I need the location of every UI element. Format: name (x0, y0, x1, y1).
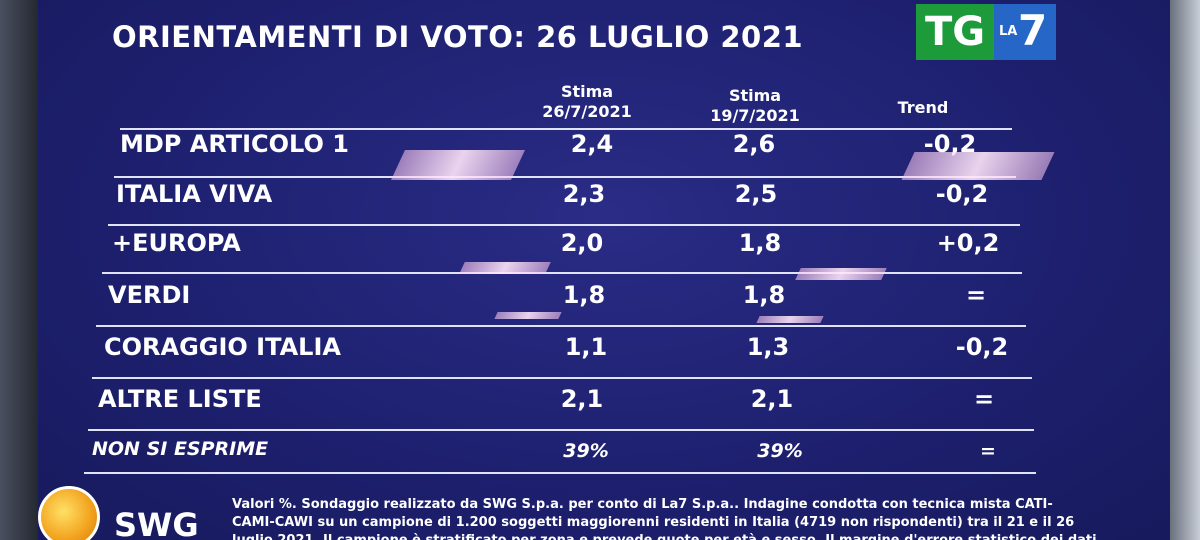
cell-current: 2,1 (560, 385, 604, 413)
cell-previous: 2,1 (750, 385, 794, 413)
cell-previous: 2,6 (732, 130, 776, 158)
cell-current: 39% (563, 440, 609, 462)
row-label: CORAGGIO ITALIA (104, 333, 341, 361)
cell-trend: +0,2 (936, 229, 1000, 257)
screen-glare (494, 312, 562, 319)
row-label: ALTRE LISTE (98, 385, 262, 413)
row-separator (114, 176, 1016, 178)
tv-screen: ORIENTAMENTI DI VOTO: 26 LUGLIO 2021 TG … (38, 0, 1170, 540)
cell-current: 1,8 (562, 281, 606, 309)
methodology-note: Valori %. Sondaggio realizzato da SWG S.… (232, 496, 1097, 540)
screen-glare (391, 150, 525, 180)
row-label: NON SI ESPRIME (92, 438, 269, 460)
note-line: Valori %. Sondaggio realizzato da SWG S.… (232, 497, 1053, 512)
page-title: ORIENTAMENTI DI VOTO: 26 LUGLIO 2021 (112, 20, 804, 54)
cell-trend: = (980, 440, 996, 462)
row-separator (88, 429, 1034, 431)
note-line: CAMI-CAWI su un campione di 1.200 sogget… (232, 515, 1075, 530)
row-separator (84, 472, 1036, 474)
header-current-line2: 26/7/2021 (542, 102, 632, 121)
screen-glare (756, 316, 824, 323)
tg-la7-logo: TG LA 7 (916, 4, 1056, 60)
row-separator (120, 128, 1012, 130)
logo-tg: TG (916, 4, 994, 60)
row-separator (92, 377, 1032, 379)
row-separator (102, 272, 1022, 274)
cell-trend: -0,2 (955, 333, 1009, 361)
row-separator (108, 224, 1020, 226)
logo-la7-box: LA 7 (994, 4, 1056, 60)
row-label: VERDI (108, 281, 191, 309)
cell-trend: = (965, 281, 987, 309)
cell-current: 2,4 (570, 130, 614, 158)
screen-glare (901, 152, 1055, 180)
header-previous: Stima 19/7/2021 (680, 86, 830, 126)
logo-seven: 7 (1018, 6, 1048, 55)
cell-current: 2,0 (560, 229, 604, 257)
cell-previous: 1,8 (742, 281, 786, 309)
swg-globe-icon (38, 486, 100, 540)
cell-previous: 1,3 (746, 333, 790, 361)
row-label: MDP ARTICOLO 1 (120, 130, 349, 158)
cell-trend: -0,2 (935, 180, 989, 208)
screen-glare (795, 268, 887, 280)
header-previous-line1: Stima (728, 86, 782, 105)
screen-glare (459, 262, 551, 274)
row-label: ITALIA VIVA (116, 180, 273, 208)
monitor-bezel-left (0, 0, 40, 540)
cell-current: 1,1 (564, 333, 608, 361)
monitor-bezel-right (1170, 0, 1200, 540)
note-line: luglio 2021. Il campione è stratificato … (232, 532, 1097, 540)
row-label: +EUROPA (112, 229, 241, 257)
header-trend: Trend (897, 98, 949, 117)
swg-brand: SWG (114, 506, 199, 540)
header-current-line1: Stima (560, 82, 614, 101)
cell-previous: 1,8 (738, 229, 782, 257)
cell-previous: 39% (757, 440, 803, 462)
logo-la: LA (999, 24, 1018, 39)
header-current: Stima 26/7/2021 (512, 82, 662, 122)
cell-previous: 2,5 (734, 180, 778, 208)
swg-logo: SWG (38, 484, 218, 540)
header-previous-line2: 19/7/2021 (710, 106, 800, 125)
cell-current: 2,3 (562, 180, 606, 208)
row-separator (96, 325, 1026, 327)
cell-trend: = (973, 385, 995, 413)
